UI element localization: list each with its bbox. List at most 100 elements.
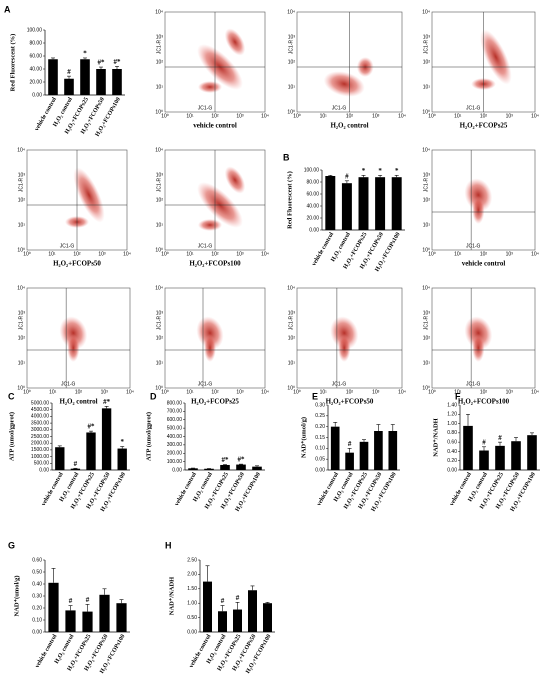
y-tick-label: 1.50 xyxy=(187,586,197,592)
bar xyxy=(117,448,127,470)
y-tick-label: 5000.00 xyxy=(31,400,49,406)
bar xyxy=(341,183,352,230)
dot-cloud xyxy=(323,71,365,97)
significance-mark: # xyxy=(348,440,352,448)
y-tick-label: 10² xyxy=(423,59,431,65)
y-tick-label: 500.00 xyxy=(167,425,183,431)
bar xyxy=(101,408,112,470)
x-tick-label: 10³ xyxy=(506,251,514,257)
y-tick-label: 10⁰ xyxy=(155,109,163,115)
significance-mark: * xyxy=(83,50,87,58)
y-tick-label: 0.00 xyxy=(315,467,325,473)
x-tick-label: 10⁰ xyxy=(161,389,169,395)
significance-mark: * xyxy=(378,167,382,175)
flow-caption: vehicle control xyxy=(193,122,237,130)
y-axis-label: JC1-R xyxy=(18,178,24,193)
y-axis-label: ATP (umol/gprot) xyxy=(145,412,152,461)
y-tick-label: 1.20 xyxy=(447,412,457,418)
bar xyxy=(116,603,127,632)
y-tick-label: 10¹ xyxy=(288,84,296,90)
flow-caption: H₂O₂ control xyxy=(330,122,368,130)
x-tick-label: 10¹ xyxy=(186,251,194,257)
y-tick-label: 0.30 xyxy=(315,402,325,408)
y-tick-label: 0.25 xyxy=(315,413,325,419)
x-tick-label: 10³ xyxy=(236,113,244,119)
y-tick-label: 10² xyxy=(18,335,26,341)
y-tick-label: 10⁰ xyxy=(422,247,430,253)
y-tick-label: 10² xyxy=(18,197,26,203)
y-tick-label: 40.00 xyxy=(306,203,319,209)
x-axis-label: JC1-G xyxy=(198,381,213,387)
x-tick-label: 10¹ xyxy=(454,113,462,119)
y-tick-label: 1000.00 xyxy=(31,454,49,460)
bar xyxy=(220,464,230,470)
x-axis-label: JC1-G xyxy=(198,243,213,249)
y-tick-label: 0.60 xyxy=(447,439,457,445)
y-tick-label: 200.00 xyxy=(167,451,183,457)
y-tick-label: 2000.00 xyxy=(31,441,49,447)
x-tick-label: 10¹ xyxy=(48,251,56,257)
dot-cloud xyxy=(472,334,485,362)
significance-mark: # xyxy=(221,597,225,605)
x-tick-label: 10² xyxy=(211,389,219,395)
bar xyxy=(375,177,386,230)
dot-cloud xyxy=(224,166,246,194)
x-tick-label: 10⁰ xyxy=(161,113,169,119)
dot-cloud xyxy=(204,334,216,362)
x-tick-label: 10⁴ xyxy=(126,389,134,395)
y-axis-label: JC1-R xyxy=(423,40,429,55)
significance-mark: * xyxy=(395,167,399,175)
dot-cloud xyxy=(73,167,105,223)
y-tick-label: 10¹ xyxy=(288,360,296,366)
y-axis-label: JC1-R xyxy=(156,178,162,193)
x-tick-label: 10¹ xyxy=(320,389,328,395)
panel-label: G xyxy=(8,540,15,550)
y-tick-label: 80.00 xyxy=(306,179,319,185)
y-tick-label: 0.50 xyxy=(187,615,197,621)
bar xyxy=(374,431,383,470)
x-tick-label: 10¹ xyxy=(186,389,194,395)
panel-label: H xyxy=(165,540,172,550)
y-tick-label: 0.00 xyxy=(172,467,182,473)
significance-mark: #* xyxy=(222,456,230,464)
y-tick-label: 0.20 xyxy=(315,424,325,430)
y-tick-label: 10⁴ xyxy=(422,285,430,291)
y-tick-label: 10⁰ xyxy=(422,385,430,391)
x-axis-label: JC1-G xyxy=(332,105,347,111)
significance-mark: #* xyxy=(88,423,96,431)
flow-caption: H₂O₂ control xyxy=(59,398,97,406)
y-tick-label: 10⁴ xyxy=(287,9,295,15)
x-tick-label: 10² xyxy=(480,113,488,119)
y-tick-label: 0.40 xyxy=(447,449,457,455)
bar xyxy=(204,468,214,470)
significance-mark: * xyxy=(120,438,124,446)
significance-mark: # xyxy=(86,596,90,604)
y-tick-label: 100.00 xyxy=(304,167,320,173)
y-tick-label: 10⁴ xyxy=(422,147,430,153)
bar xyxy=(330,426,340,470)
y-tick-label: 0.15 xyxy=(315,435,325,441)
y-tick-label: 10⁰ xyxy=(287,109,295,115)
y-tick-label: 10¹ xyxy=(18,360,26,366)
flow-caption: vehicle control xyxy=(462,260,506,268)
y-tick-label: 2500.00 xyxy=(31,434,49,440)
dot-cloud xyxy=(224,28,246,56)
x-tick-label: 10¹ xyxy=(320,113,328,119)
y-tick-label: 10¹ xyxy=(423,222,431,228)
x-tick-label: 10⁴ xyxy=(398,113,406,119)
dot-cloud xyxy=(464,316,493,350)
y-tick-label: 10² xyxy=(156,197,164,203)
dot-cloud xyxy=(67,334,80,362)
y-tick-label: 10⁰ xyxy=(422,109,430,115)
y-axis-label: Red Fluorescent (%) xyxy=(9,34,16,92)
y-tick-label: 10¹ xyxy=(156,222,164,228)
y-tick-label: 10² xyxy=(156,59,164,65)
y-tick-label: 10³ xyxy=(156,34,164,40)
y-tick-label: 0.50 xyxy=(32,569,42,575)
bar xyxy=(48,59,58,95)
significance-mark: #* xyxy=(114,58,122,66)
y-tick-label: 10⁰ xyxy=(155,247,163,253)
x-tick-label: 10² xyxy=(480,251,488,257)
x-tick-label: 10¹ xyxy=(186,113,194,119)
